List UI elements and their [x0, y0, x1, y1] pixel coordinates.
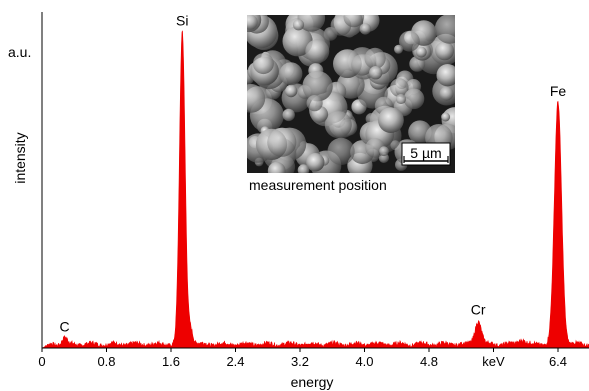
y-unit-label: a.u. — [8, 44, 31, 60]
peak-labels: C Si Cr Fe — [60, 13, 567, 335]
x-tick-label: 0.8 — [97, 354, 115, 369]
peak-label-fe: Fe — [550, 83, 567, 99]
x-axis-ticks: 0 0.8 1.6 2.4 3.2 4.0 4.8 keV 6.4 — [38, 348, 567, 369]
peak-label-c: C — [60, 318, 70, 334]
x-tick-label: 0 — [38, 354, 45, 369]
peak-label-cr: Cr — [471, 301, 486, 317]
x-tick-label: 3.2 — [291, 354, 309, 369]
x-tick-label: keV — [482, 354, 505, 369]
x-tick-label: 6.4 — [549, 354, 567, 369]
x-tick-label: 4.0 — [355, 354, 373, 369]
peak-label-si: Si — [176, 13, 188, 29]
scale-bar-label: 5 µm — [410, 145, 441, 161]
scale-bar: 5 µm — [401, 142, 451, 166]
x-axis-label: energy — [291, 374, 334, 390]
spectrum-series — [42, 30, 589, 348]
sem-inset-image: 5 µm — [247, 15, 455, 173]
x-tick-label: 4.8 — [420, 354, 438, 369]
x-tick-label: 2.4 — [226, 354, 244, 369]
x-tick-label: 1.6 — [162, 354, 180, 369]
y-axis-label: intensity — [12, 132, 28, 183]
inset-caption: measurement position — [249, 177, 387, 193]
